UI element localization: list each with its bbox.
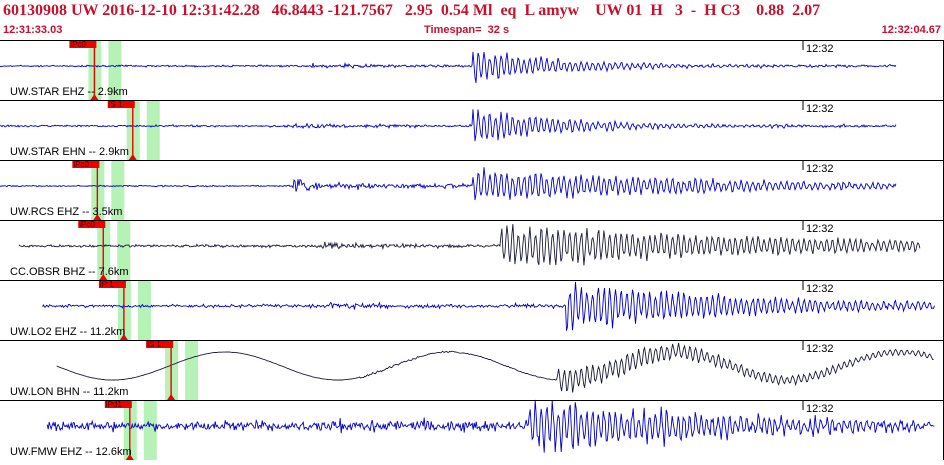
channel-label: UW.STAR EHN -- 2.9km <box>10 146 129 158</box>
channel-label: UW.FMW EHZ -- 12.6km <box>10 446 132 458</box>
pick-marker-icon <box>93 214 102 220</box>
channel-panel-2[interactable]: iS 1 12:32 UW.STAR EHN -- 2.9km <box>0 100 944 160</box>
channel-label: UW.LO2 EHZ -- 11.2km <box>10 326 125 338</box>
waveform-panels: iPc0 12:32 UW.STAR EHZ -- 2.9km iS 1 12:32 UW… <box>0 40 944 460</box>
waveform-trace <box>42 281 935 331</box>
channel-label: UW.STAR EHZ -- 2.9km <box>10 86 128 98</box>
waveform-trace <box>18 224 921 266</box>
pick-window <box>143 400 157 460</box>
pick-flag[interactable] <box>69 40 97 48</box>
pick-label: iS 1 <box>109 100 123 109</box>
channel-panel-1[interactable]: iPc0 12:32 UW.STAR EHZ -- 2.9km <box>0 40 944 100</box>
channel-panel-7[interactable]: iPd1 12:32 UW.FMW EHZ -- 12.6km <box>0 399 944 460</box>
pick-window <box>146 100 160 160</box>
minute-time-label: 12:32 <box>806 103 834 115</box>
minute-time-label: 12:32 <box>806 43 834 55</box>
pick-label: iPc0 <box>73 160 89 169</box>
minute-time-label: 12:32 <box>806 163 834 175</box>
pick-marker-icon <box>128 154 137 160</box>
pick-label: iPc0 <box>79 220 95 229</box>
minute-time-label: 12:32 <box>806 223 834 235</box>
minute-time-label: 12:32 <box>806 283 834 295</box>
pick-window <box>137 280 151 340</box>
pick-marker-icon <box>90 94 99 100</box>
waveform-trace <box>56 342 934 393</box>
waveform-trace <box>0 51 897 83</box>
channel-label: UW.LON BHN -- 11.2km <box>10 386 128 398</box>
waveform-trace <box>0 109 897 142</box>
pick-flag[interactable] <box>98 280 126 288</box>
pick-marker-icon <box>119 334 128 340</box>
minute-time-label: 12:32 <box>806 343 834 355</box>
channel-label: UW.RCS EHZ -- 3.5km <box>10 206 122 218</box>
pick-flag[interactable] <box>107 100 135 108</box>
channel-panel-3[interactable]: iPc0 12:32 UW.RCS EHZ -- 3.5km <box>0 160 944 220</box>
pick-label: iPc0 <box>70 40 86 49</box>
pick-marker-icon <box>125 454 134 460</box>
event-summary-title: 60130908 UW 2016-12-10 12:31:42.28 46.84… <box>3 2 821 19</box>
pick-label: iP 1 <box>100 280 114 289</box>
header-bar: 60130908 UW 2016-12-10 12:31:42.28 46.84… <box>0 0 944 40</box>
minute-time-label: 12:32 <box>806 403 834 415</box>
waveform-canvas[interactable]: iPc0 12:32 UW.STAR EHZ -- 2.9km iS 1 12:32 UW… <box>0 40 944 460</box>
pick-label: iS 1 <box>147 340 161 349</box>
pick-window <box>185 340 199 400</box>
pick-marker-icon <box>167 394 176 400</box>
pick-flag[interactable] <box>78 220 106 228</box>
waveform-trace <box>0 167 897 201</box>
pick-window <box>111 160 125 220</box>
pick-flag[interactable] <box>146 340 174 348</box>
pick-window <box>108 40 122 100</box>
pick-flag[interactable] <box>72 160 100 168</box>
channel-panel-6[interactable]: iS 1 12:32 UW.LON BHN -- 11.2km <box>0 340 944 400</box>
channel-label: CC.OBSR BHZ -- 7.6km <box>10 266 129 278</box>
waveform-trace <box>46 399 935 453</box>
pick-flag[interactable] <box>104 400 132 408</box>
channel-panel-4[interactable]: iPc0 12:32 CC.OBSR BHZ -- 7.6km <box>0 220 944 280</box>
end-time-label: 12:32:04.67 <box>881 24 941 36</box>
timespan-label: Timespan= 32 s <box>424 24 510 36</box>
pick-label: iPd1 <box>106 400 123 409</box>
pick-window <box>117 220 131 280</box>
start-time-label: 12:31:33.03 <box>3 24 63 36</box>
pick-marker-icon <box>99 274 108 280</box>
channel-panel-5[interactable]: iP 1 12:32 UW.LO2 EHZ -- 11.2km <box>0 280 944 340</box>
